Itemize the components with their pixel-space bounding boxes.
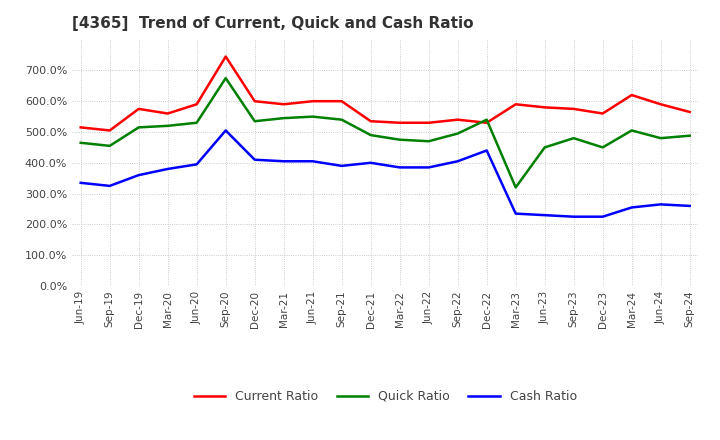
Current Ratio: [366, 118, 375, 124]
Cash Ratio: [598, 214, 607, 220]
Quick Ratio: [221, 75, 230, 81]
Current Ratio: [511, 102, 520, 107]
Quick Ratio: [135, 125, 143, 130]
Quick Ratio: [424, 139, 433, 144]
Quick Ratio: [454, 131, 462, 136]
Cash Ratio: [541, 213, 549, 218]
Quick Ratio: [657, 136, 665, 141]
Cash Ratio: [424, 165, 433, 170]
Current Ratio: [685, 109, 694, 114]
Cash Ratio: [105, 183, 114, 188]
Cash Ratio: [251, 157, 259, 162]
Quick Ratio: [395, 137, 404, 142]
Quick Ratio: [163, 123, 172, 128]
Current Ratio: [454, 117, 462, 122]
Cash Ratio: [454, 159, 462, 164]
Current Ratio: [76, 125, 85, 130]
Quick Ratio: [366, 132, 375, 138]
Quick Ratio: [251, 118, 259, 124]
Line: Quick Ratio: Quick Ratio: [81, 78, 690, 187]
Quick Ratio: [482, 117, 491, 122]
Quick Ratio: [685, 133, 694, 138]
Quick Ratio: [279, 115, 288, 121]
Current Ratio: [192, 102, 201, 107]
Cash Ratio: [221, 128, 230, 133]
Cash Ratio: [76, 180, 85, 185]
Quick Ratio: [627, 128, 636, 133]
Quick Ratio: [541, 145, 549, 150]
Current Ratio: [308, 99, 317, 104]
Line: Cash Ratio: Cash Ratio: [81, 130, 690, 217]
Cash Ratio: [279, 159, 288, 164]
Current Ratio: [221, 54, 230, 59]
Current Ratio: [598, 111, 607, 116]
Cash Ratio: [511, 211, 520, 216]
Quick Ratio: [105, 143, 114, 148]
Quick Ratio: [338, 117, 346, 122]
Quick Ratio: [598, 145, 607, 150]
Current Ratio: [135, 106, 143, 111]
Cash Ratio: [135, 172, 143, 178]
Current Ratio: [163, 111, 172, 116]
Current Ratio: [657, 102, 665, 107]
Current Ratio: [627, 92, 636, 98]
Current Ratio: [338, 99, 346, 104]
Current Ratio: [570, 106, 578, 111]
Quick Ratio: [511, 185, 520, 190]
Current Ratio: [541, 105, 549, 110]
Quick Ratio: [192, 120, 201, 125]
Cash Ratio: [308, 159, 317, 164]
Cash Ratio: [163, 166, 172, 172]
Legend: Current Ratio, Quick Ratio, Cash Ratio: Current Ratio, Quick Ratio, Cash Ratio: [189, 385, 582, 408]
Current Ratio: [251, 99, 259, 104]
Cash Ratio: [627, 205, 636, 210]
Text: [4365]  Trend of Current, Quick and Cash Ratio: [4365] Trend of Current, Quick and Cash …: [72, 16, 474, 32]
Cash Ratio: [338, 163, 346, 169]
Current Ratio: [105, 128, 114, 133]
Cash Ratio: [482, 148, 491, 153]
Quick Ratio: [308, 114, 317, 119]
Current Ratio: [424, 120, 433, 125]
Line: Current Ratio: Current Ratio: [81, 56, 690, 130]
Quick Ratio: [76, 140, 85, 145]
Cash Ratio: [570, 214, 578, 220]
Current Ratio: [395, 120, 404, 125]
Cash Ratio: [366, 160, 375, 165]
Quick Ratio: [570, 136, 578, 141]
Cash Ratio: [657, 202, 665, 207]
Current Ratio: [482, 120, 491, 125]
Cash Ratio: [685, 203, 694, 209]
Cash Ratio: [192, 161, 201, 167]
Current Ratio: [279, 102, 288, 107]
Cash Ratio: [395, 165, 404, 170]
